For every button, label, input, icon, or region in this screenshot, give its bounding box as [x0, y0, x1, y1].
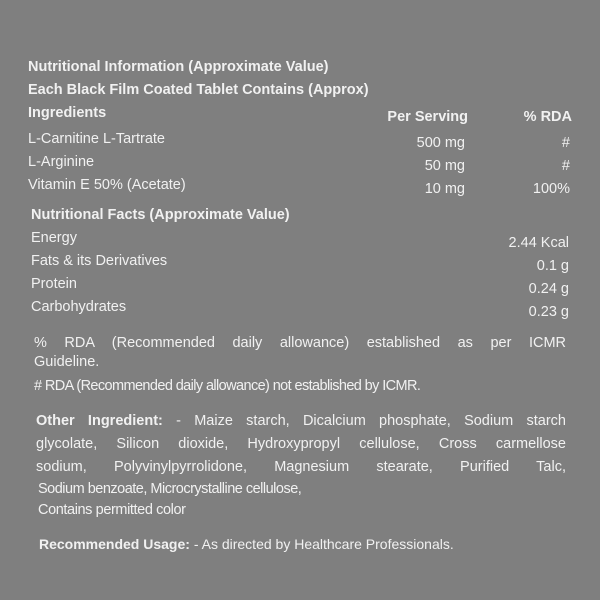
fact-name: Energy — [31, 230, 77, 246]
other-ingredient-text: - Maize starch, Dicalcium phosphate, Sod… — [176, 413, 566, 429]
usage-text: - As directed by Healthcare Professional… — [193, 536, 454, 552]
ingredient-rda: # — [561, 135, 570, 151]
other-ingredient-line: sodium, Polyvinylpyrrolidone, Magnesium … — [36, 459, 566, 475]
fact-name: Carbohydrates — [31, 299, 127, 315]
ingredient-serving: 500 mg — [416, 135, 465, 151]
header-ingredients: Ingredients — [28, 105, 107, 121]
other-ingredient-label: Other Ingredient: — [36, 413, 163, 429]
other-ingredient-line: Other Ingredient: - Maize starch, Dicalc… — [36, 412, 566, 430]
other-ingredient-line: glycolate, Silicon dioxide, Hydroxypropy… — [36, 436, 566, 452]
ingredient-rda: 100% — [532, 181, 570, 197]
title: Nutritional Information (Approximate Val… — [28, 59, 329, 75]
fact-name: Protein — [31, 276, 77, 292]
ingredient-name: Vitamin E 50% (Acetate) — [28, 177, 186, 193]
ingredient-name: L-Arginine — [28, 154, 95, 170]
usage-label: Recommended Usage: — [39, 536, 190, 552]
fact-name: Fats & its Derivatives — [31, 253, 168, 269]
fact-value: 2.44 Kcal — [508, 235, 569, 251]
other-ingredient-line: Sodium benzoate, Microcrystalline cellul… — [38, 481, 302, 497]
rda-note-cont: Guideline. — [34, 354, 100, 370]
header-rda: % RDA — [523, 109, 572, 125]
facts-heading: Nutritional Facts (Approximate Value) — [31, 207, 290, 223]
ingredient-serving: 50 mg — [424, 158, 465, 174]
subtitle: Each Black Film Coated Tablet Contains (… — [28, 82, 369, 98]
fact-value: 0.23 g — [528, 304, 569, 320]
fact-value: 0.1 g — [536, 258, 569, 274]
ingredient-rda: # — [561, 158, 570, 174]
usage-line: Recommended Usage: - As directed by Heal… — [39, 535, 454, 553]
hash-note: # RDA (Recommended daily allowance) not … — [34, 378, 421, 394]
header-per-serving: Per Serving — [387, 109, 468, 125]
other-ingredient-line: Contains permitted color — [38, 502, 186, 518]
ingredient-serving: 10 mg — [424, 181, 465, 197]
rda-note: % RDA (Recommended daily allowance) esta… — [34, 335, 566, 351]
fact-value: 0.24 g — [528, 281, 569, 297]
ingredient-name: L-Carnitine L-Tartrate — [28, 131, 165, 147]
